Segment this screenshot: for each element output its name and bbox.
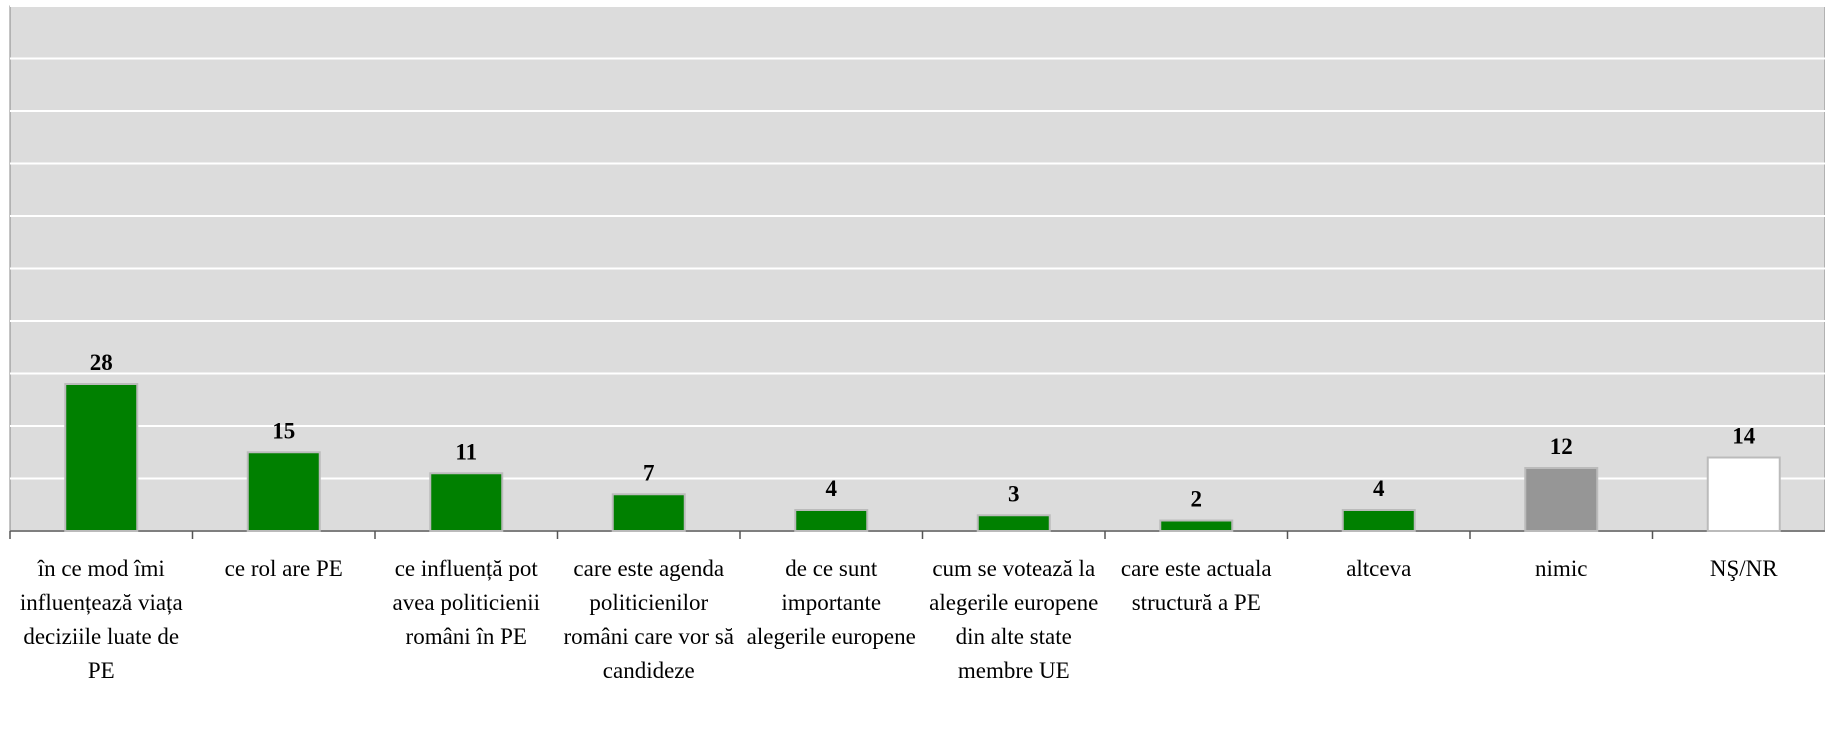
data-label: 7 bbox=[643, 460, 655, 485]
bar bbox=[1524, 467, 1599, 532]
bar bbox=[1341, 509, 1416, 532]
x-tick-label: de ce sunt importante alegerile europene bbox=[746, 556, 916, 649]
data-label: 2 bbox=[1191, 487, 1203, 512]
x-tick-label: ce influență pot avea politicienii român… bbox=[392, 556, 541, 649]
x-tick-label: ce rol are PE bbox=[224, 556, 343, 581]
bar bbox=[611, 493, 686, 532]
x-tick-label: în ce mod îmi influențează viața decizii… bbox=[19, 556, 183, 683]
x-tick-label: NŞ/NR bbox=[1709, 556, 1778, 581]
data-label: 12 bbox=[1550, 434, 1573, 459]
data-label: 15 bbox=[272, 418, 295, 443]
bar bbox=[1159, 519, 1234, 532]
bar bbox=[1706, 456, 1781, 532]
bar bbox=[976, 514, 1051, 532]
data-label: 4 bbox=[1373, 476, 1385, 501]
data-label: 28 bbox=[90, 350, 113, 375]
bar bbox=[429, 472, 504, 532]
bar bbox=[246, 451, 321, 532]
chart: 28 15 11 7 4 3 2 4 12 14 bbox=[9, 5, 1825, 539]
x-tick-label: care este agenda politicienilor români c… bbox=[563, 556, 734, 683]
x-tick-label: cum se votează la alegerile europene din… bbox=[929, 556, 1099, 683]
bar bbox=[794, 509, 869, 532]
data-label: 3 bbox=[1008, 481, 1020, 506]
x-tick-label: care este actuala structură a PE bbox=[1120, 556, 1272, 615]
x-tick-label: altceva bbox=[1346, 556, 1412, 581]
x-tick-label: nimic bbox=[1535, 556, 1588, 581]
data-label: 11 bbox=[455, 439, 477, 464]
data-label: 4 bbox=[826, 476, 838, 501]
data-label: 14 bbox=[1732, 424, 1756, 449]
bar bbox=[64, 383, 139, 532]
